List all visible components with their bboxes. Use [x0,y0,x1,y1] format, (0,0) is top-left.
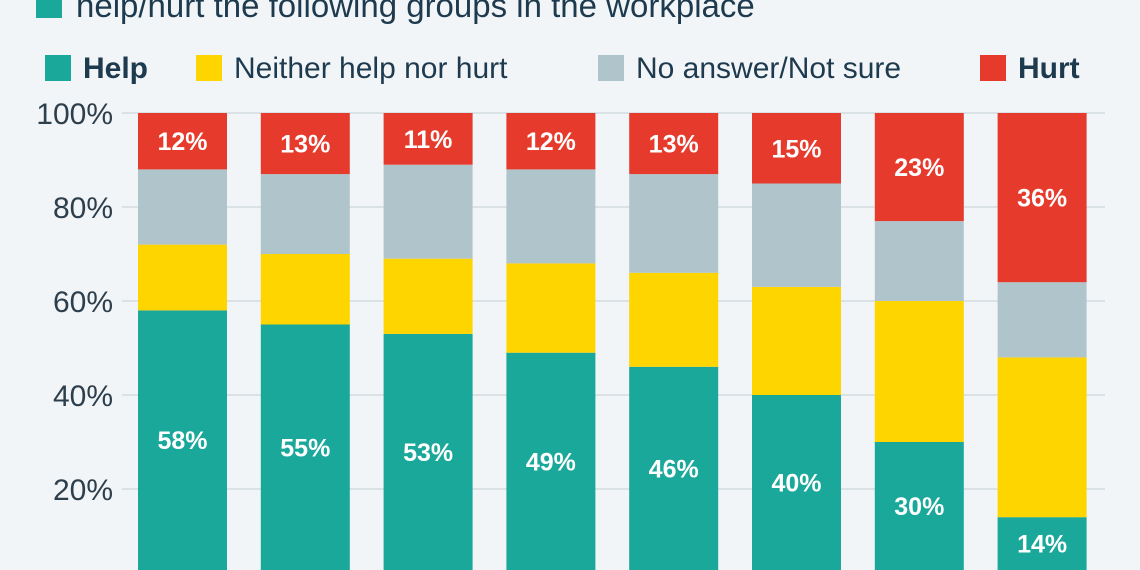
data-label-help-7: 30% [894,493,944,521]
bar-hurt-7 [874,113,964,222]
bar-no_answer-1 [138,169,227,245]
bar-neither-2 [260,254,350,325]
bar-no_answer-4 [506,169,596,264]
bar-neither-7 [874,301,964,442]
data-label-hurt-6: 15% [771,135,821,163]
bar-neither-4 [506,263,596,353]
data-label-help-5: 46% [649,455,699,483]
bar-neither-8 [997,357,1087,518]
legend-label-help: Help [83,52,148,85]
bar-hurt-3 [383,113,473,165]
data-label-hurt-7: 23% [894,154,944,182]
bars [138,113,1087,570]
data-label-help-6: 40% [771,470,821,498]
data-label-help-8: 14% [1017,531,1067,559]
y-tick-label-20: 20% [53,474,113,507]
bar-help-1 [138,310,227,570]
bar-help-6 [752,395,841,570]
data-label-help-3: 53% [403,439,453,467]
legend-swatch-hurt [980,55,1006,81]
bar-hurt-8 [997,113,1087,283]
bar-no_answer-6 [752,183,841,287]
data-label-hurt-1: 12% [157,128,207,156]
data-labels: 58% 12% 55% 13% 53% 11% 49% 12% 46% 13% 40% 15% 30% 2… [157,126,1067,559]
bar-no_answer-8 [997,282,1087,358]
bar-hurt-2 [260,113,350,175]
y-tick-label-40: 40% [53,380,113,413]
data-label-help-2: 55% [280,434,330,462]
legend-label-neither: Neither help nor hurt [234,52,508,85]
bar-hurt-5 [629,113,719,175]
bar-no_answer-2 [260,174,350,254]
bar-no_answer-5 [629,174,719,273]
data-label-help-4: 49% [526,448,576,476]
data-label-hurt-2: 13% [280,131,330,159]
bar-neither-6 [752,286,841,395]
bar-no_answer-7 [874,221,964,301]
legend-label-hurt: Hurt [1018,52,1080,85]
data-label-hurt-8: 36% [1017,185,1067,213]
bar-help-5 [629,366,719,570]
data-label-hurt-3: 11% [404,126,453,154]
bar-hurt-6 [752,113,841,184]
bar-neither-5 [629,272,719,367]
y-tick-label-60: 60% [53,286,113,319]
legend-swatch-neither [196,55,222,81]
legend-label-no_answer: No answer/Not sure [636,52,901,85]
bar-help-7 [874,442,964,570]
chart-title: help/hurt the following groups in the wo… [76,0,755,24]
bar-help-8 [997,517,1087,570]
data-label-help-1: 58% [157,427,207,455]
bar-help-3 [383,333,473,570]
bar-hurt-4 [506,113,596,170]
bar-hurt-1 [138,113,227,170]
y-axis: 20% 40% 60% 80% 100% [36,98,113,507]
y-tick-label-80: 80% [53,192,113,225]
title-legend-swatch [36,0,62,18]
y-tick-label-100: 100% [36,98,113,131]
legend: Help Neither help nor hurt No answer/Not s… [45,52,1080,85]
legend-swatch-no_answer [598,55,624,81]
bar-neither-1 [138,244,227,311]
bar-help-2 [260,324,350,570]
legend-swatch-help [45,55,71,81]
bar-neither-3 [383,258,473,334]
data-label-hurt-5: 13% [649,131,699,159]
bar-help-4 [506,352,596,570]
bar-no_answer-3 [383,164,473,259]
data-label-hurt-4: 12% [526,128,576,156]
